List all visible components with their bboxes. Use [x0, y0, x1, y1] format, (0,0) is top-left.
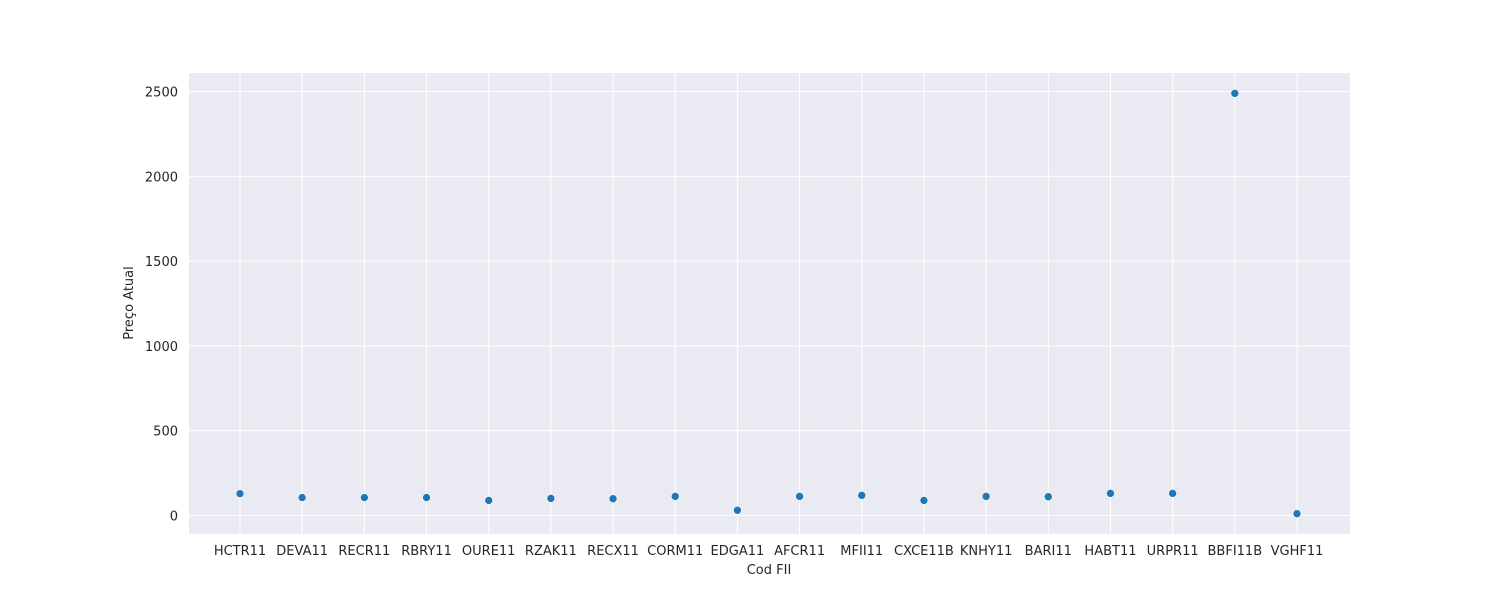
data-point: [1292, 509, 1302, 518]
x-tick-label: EDGA11: [711, 544, 765, 559]
x-tick-label: CORM11: [647, 544, 703, 559]
y-tick-label: 1000: [145, 340, 178, 355]
data-point: [1168, 489, 1177, 498]
data-points: [235, 89, 1302, 518]
data-point: [422, 493, 431, 502]
x-tick-label: HABT11: [1084, 544, 1136, 559]
x-tick-label: DEVA11: [276, 544, 328, 559]
x-tick-label: RECX11: [587, 544, 639, 559]
y-axis-label: Preço Atual: [122, 266, 137, 339]
y-tick-label: 2500: [145, 86, 178, 101]
data-point: [733, 505, 742, 515]
x-tick-label: RECR11: [338, 544, 390, 559]
x-tick-label: BBFI11B: [1208, 544, 1263, 559]
x-tick-label: AFCR11: [774, 544, 825, 559]
data-point: [608, 494, 618, 504]
y-tick-label: 500: [153, 425, 178, 440]
data-point: [1106, 489, 1115, 498]
y-tick-label: 2000: [145, 170, 178, 185]
x-tick-label: CXCE11B: [894, 544, 954, 559]
x-tick-label: BARI11: [1025, 544, 1072, 559]
x-tick-labels: HCTR11 DEVA11 RECR11 RBRY11 OURE11 RZAK11 RECX…: [214, 544, 1324, 559]
x-tick-label: KNHY11: [960, 544, 1013, 559]
x-tick-label: RBRY11: [401, 544, 452, 559]
x-gridlines: [239, 73, 1298, 534]
data-point: [1043, 492, 1053, 502]
x-tick-label: MFII11: [840, 544, 883, 559]
data-point: [297, 493, 307, 502]
y-tick-label: 1500: [145, 255, 178, 270]
data-point: [1230, 89, 1240, 98]
x-tick-label: URPR11: [1147, 544, 1199, 559]
y-tick-label: 0: [170, 509, 178, 524]
x-tick-label: VGHF11: [1271, 544, 1324, 559]
x-tick-label: RZAK11: [525, 544, 577, 559]
data-point: [857, 491, 867, 500]
data-point: [919, 496, 929, 505]
y-gridlines: [189, 91, 1350, 516]
data-point: [981, 492, 991, 501]
data-point: [235, 489, 245, 498]
plot-area: [189, 73, 1350, 534]
x-axis-label: Cod FII: [747, 563, 792, 578]
data-point: [795, 492, 804, 501]
data-point: [484, 496, 494, 505]
y-tick-labels: 0 500 1000 1500 2000 2500: [145, 86, 178, 525]
data-point: [360, 493, 369, 502]
x-tick-label: HCTR11: [214, 544, 266, 559]
data-point: [670, 492, 680, 501]
data-point: [546, 494, 556, 503]
x-tick-label: OURE11: [462, 544, 516, 559]
